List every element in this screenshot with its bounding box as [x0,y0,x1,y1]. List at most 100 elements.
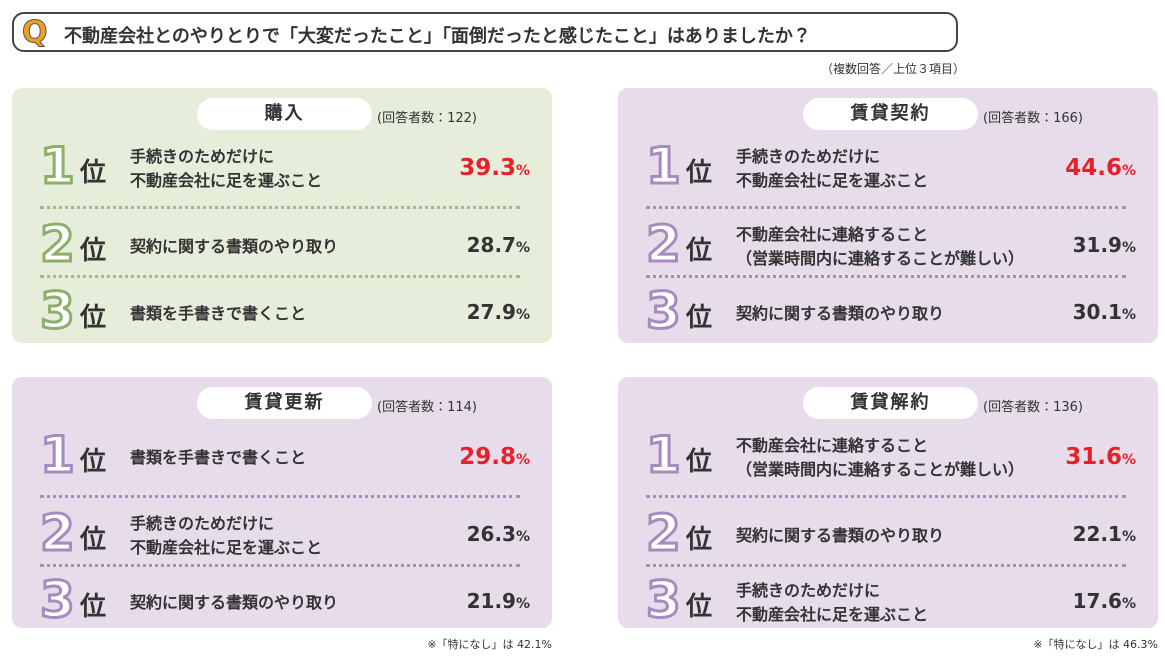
rank-number: 2 [39,503,77,564]
footnote: ※「特になし」は 42.1% [427,638,552,651]
label-line: 不動産会社に足を運ぶこと [736,605,929,624]
rank-row: 3 位 契約に関する書類のやり取り 30.1% [645,281,1136,345]
rank-row: 1 位手続きのためだけに 不動産会社に足を運ぶこと 44.6% [645,136,1136,202]
rank-row: 1 位手続きのためだけに 不動産会社に足を運ぶこと 39.3% [39,136,530,202]
percent-value: 22.1 [1072,522,1122,546]
label-line: 不動産会社に足を運ぶこと [736,171,929,190]
item-label: 契約に関する書類のやり取り [130,591,338,615]
question-box: Q 不動産会社とのやりとりで「大変だったこと」「面倒だったと感じたこと」はありま… [12,12,958,52]
percentage: 31.6% [1065,444,1136,470]
rank-suffix: 位 [686,592,713,622]
rank-number: 3 [39,281,77,342]
rank-number: 3 [645,570,683,631]
label-line: （営業時間内に連絡することが難しい） [736,249,1025,268]
percent-value: 44.6 [1065,155,1122,181]
percentage: 39.3% [459,155,530,181]
rank-row: 2 位 契約に関する書類のやり取り 22.1% [645,503,1136,567]
rank-number: 1 [39,425,77,486]
respondents: (回答者数：136) [983,400,1083,415]
percent-value: 30.1 [1072,300,1122,324]
item-label: 手続きのためだけに 不動産会社に足を運ぶこと [130,512,322,560]
label-line: 契約に関する書類のやり取り [130,593,339,612]
rank-row: 1 位 不動産会社に連絡すること （営業時間内に連絡することが難しい） 31.6% [645,425,1136,491]
percent-value: 31.6 [1065,444,1122,470]
rank-suffix: 位 [686,236,713,266]
percentage: 22.1% [1073,522,1136,546]
rank-row: 3 位 書類を手書きで書くこと 27.9% [39,281,530,345]
percent-value: 17.6 [1072,589,1122,613]
rank-suffix: 位 [80,303,107,333]
label-line: 書類を手書きで書くこと [130,304,307,323]
footnote: ※「特になし」は 46.3% [1033,638,1158,651]
percent-unit: % [515,240,530,256]
item-label: 不動産会社に連絡すること （営業時間内に連絡することが難しい） [736,434,1024,482]
panel-title: 購入 [197,98,372,130]
rank-number: 1 [39,136,77,197]
percentage: 30.1% [1073,300,1136,324]
item-label: 契約に関する書類のやり取り [130,235,338,259]
panel-title: 賃貸契約 [803,98,978,130]
percent-unit: % [515,307,530,323]
item-label: 手続きのためだけに 不動産会社に足を運ぶこと [130,145,322,193]
rank-suffix: 位 [80,158,107,188]
respondents: (回答者数：114) [377,400,477,415]
rank-suffix: 位 [686,447,713,477]
label-line: 書類を手書きで書くこと [130,448,307,467]
percentage: 28.7% [467,233,530,257]
percent-value: 26.3 [466,522,516,546]
rank-suffix: 位 [686,525,713,555]
rank-suffix: 位 [80,447,107,477]
label-line: 手続きのためだけに [736,581,881,600]
separator [646,495,1126,498]
question-mark: Q [22,15,48,51]
percent-value: 27.9 [466,300,516,324]
percent-value: 28.7 [466,233,516,257]
item-label: 手続きのためだけに不動産会社に足を運ぶこと [736,579,928,627]
item-label: 書類を手書きで書くこと [130,302,306,326]
separator [40,206,520,209]
label-line: （営業時間内に連絡することが難しい） [736,460,1025,479]
percent-unit: % [515,529,530,545]
rank-suffix: 位 [80,525,107,555]
panel: 賃貸更新 (回答者数：114) 1 位書類を手書きで書くこと 29.8% 2 位手続きのため… [12,377,552,631]
percent-value: 31.9 [1072,233,1122,257]
percent-unit: % [1121,240,1136,256]
rank-number: 3 [39,570,77,631]
percentage: 29.8% [459,444,530,470]
question-text: 不動産会社とのやりとりで「大変だったこと」「面倒だったと感じたこと」はありました… [64,26,811,47]
percentage: 44.6% [1065,155,1136,181]
label-line: 手続きのためだけに [130,514,275,533]
question-note: （複数回答／上位３項目） [820,62,965,76]
label-line: 契約に関する書類のやり取り [736,526,945,545]
percentage: 27.9% [467,300,530,324]
percentage: 17.6% [1073,589,1136,613]
respondents: (回答者数：122) [377,111,477,126]
percent-unit: % [1121,452,1136,468]
rank-number: 3 [645,281,683,342]
separator [646,206,1126,209]
percent-value: 29.8 [459,444,516,470]
rank-number: 2 [645,214,683,275]
percent-value: 39.3 [459,155,516,181]
label-line: 不動産会社に足を運ぶこと [130,171,323,190]
rank-suffix: 位 [80,236,107,266]
item-label: 契約に関する書類のやり取り [736,524,944,548]
rank-row: 2 位 不動産会社に連絡すること （営業時間内に連絡することが難しい） 31.9% [645,214,1136,278]
rank-suffix: 位 [686,158,713,188]
panel-title: 賃貸解約 [803,387,978,419]
label-line: 契約に関する書類のやり取り [130,237,339,256]
label-line: 手続きのためだけに [736,147,881,166]
percent-unit: % [515,596,530,612]
separator [40,275,520,278]
percent-unit: % [1121,596,1136,612]
rank-suffix: 位 [686,303,713,333]
percent-unit: % [1121,307,1136,323]
percent-unit: % [515,452,530,468]
percentage: 21.9% [467,589,530,613]
rank-row: 3 位手続きのためだけに 不動産会社に足を運ぶこと 17.6% [645,570,1136,634]
percentage: 26.3% [467,522,530,546]
item-label: 手続きのためだけに不動産会社に足を運ぶこと [736,145,928,193]
rank-row: 2 位手続きのためだけに 不動産会社に足を運ぶこと 26.3% [39,503,530,567]
item-label: 契約に関する書類のやり取り [736,302,944,326]
